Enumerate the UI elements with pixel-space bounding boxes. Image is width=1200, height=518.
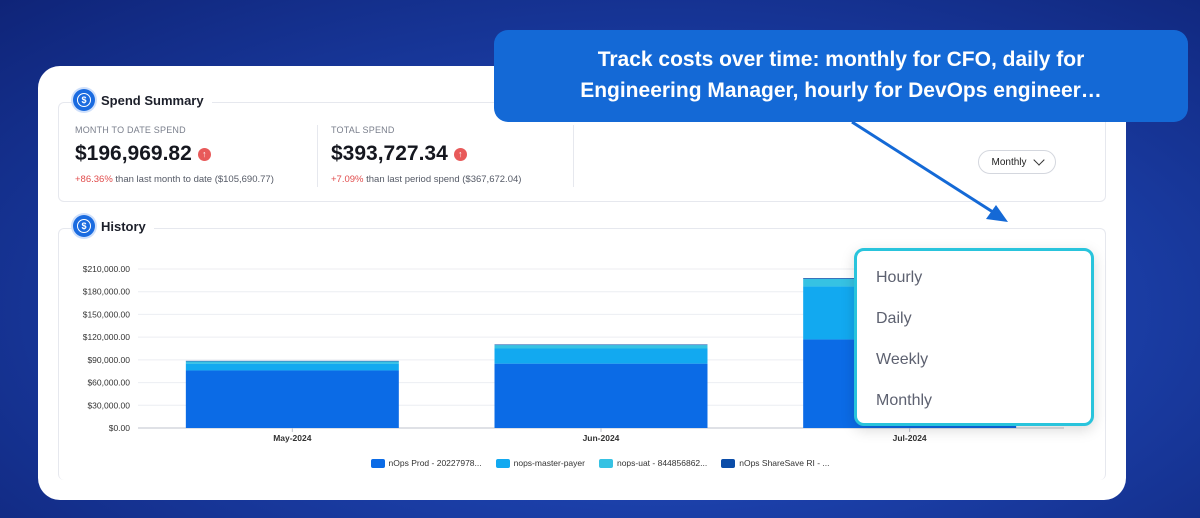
metric-delta-pct: +86.36%	[75, 174, 113, 185]
dollar-coin-icon: $	[73, 215, 95, 237]
spend-summary-panel: $ Spend Summary MONTH TO DATE SPEND $196…	[58, 89, 1106, 202]
menu-item-daily[interactable]: Daily	[876, 310, 912, 327]
legend-swatch	[721, 458, 736, 468]
menu-item-hourly[interactable]: Hourly	[876, 269, 923, 286]
legend-label: nOps ShareSave RI - ...	[739, 458, 830, 468]
dollar-coin-icon: $	[73, 89, 95, 111]
legend-label: nops-master-payer	[513, 458, 585, 468]
callout-line-1: Track costs over time: monthly for CFO, …	[597, 48, 1085, 71]
y-tick-label: $210,000.00	[83, 264, 131, 274]
bar-segment	[185, 370, 399, 428]
metric-value: $196,969.82	[75, 142, 192, 165]
bar-segment	[494, 345, 708, 349]
metric-delta-text: than last month to date ($105,690.77)	[112, 174, 274, 185]
metric-label: TOTAL SPEND	[331, 125, 395, 135]
legend-item[interactable]: nops-uat - 844856862...	[598, 458, 708, 468]
history-header: $ History	[73, 215, 154, 237]
bar-segment	[185, 363, 399, 371]
granularity-menu: Hourly Daily Weekly Monthly	[854, 248, 1094, 426]
bar-segment	[185, 360, 399, 362]
bar-segment	[494, 348, 708, 364]
arrow-up-icon: ↑	[197, 147, 211, 161]
legend-label: nOps Prod - 20227978...	[388, 458, 482, 468]
metric-delta-pct: +7.09%	[331, 174, 364, 185]
legend-swatch	[495, 458, 510, 468]
metric-delta: +7.09% than last period spend ($367,672.…	[331, 174, 521, 185]
menu-item-weekly[interactable]: Weekly	[876, 351, 929, 368]
spend-summary-title: Spend Summary	[101, 92, 204, 108]
divider	[573, 125, 574, 187]
arrow-up-icon: ↑	[453, 147, 467, 161]
spend-summary-header: $ Spend Summary	[73, 89, 212, 111]
bar-segment	[494, 344, 708, 346]
metric-delta-text: than last period spend ($367,672.04)	[363, 174, 522, 185]
x-tick-label: Jul-2024	[893, 433, 927, 443]
legend-swatch	[370, 458, 385, 468]
y-tick-label: $30,000.00	[87, 400, 130, 410]
y-tick-label: $180,000.00	[83, 287, 131, 297]
bar-segment	[494, 363, 708, 428]
history-title: History	[101, 218, 146, 234]
x-tick-label: Jun-2024	[583, 433, 620, 443]
metric-label: MONTH TO DATE SPEND	[75, 125, 186, 135]
chevron-down-icon	[1032, 154, 1045, 166]
month-to-date-metric: MONTH TO DATE SPEND $196,969.82 ↑ +86.36…	[75, 125, 274, 187]
y-tick-label: $90,000.00	[87, 355, 130, 365]
legend-label: nops-uat - 844856862...	[616, 458, 708, 468]
legend-item[interactable]: nOps Prod - 20227978...	[370, 458, 482, 468]
legend-item[interactable]: nops-master-payer	[495, 458, 585, 468]
divider	[317, 125, 318, 187]
total-spend-metric: TOTAL SPEND $393,727.34 ↑ +7.09% than la…	[331, 125, 521, 187]
chart-legend: nOps Prod - 20227978... nops-master-payer…	[0, 458, 1200, 468]
legend-item[interactable]: nOps ShareSave RI - ...	[721, 458, 829, 468]
granularity-value: Monthly	[991, 156, 1027, 168]
callout-line-2: Engineering Manager, hourly for DevOps e…	[580, 79, 1102, 102]
menu-item-monthly[interactable]: Monthly	[876, 392, 933, 409]
metric-value: $393,727.34	[331, 142, 448, 165]
history-panel: $ History	[58, 215, 1106, 480]
y-tick-label: $0.00	[109, 423, 131, 433]
x-tick-label: May-2024	[273, 433, 312, 443]
granularity-dropdown[interactable]: Monthly	[978, 150, 1056, 174]
y-tick-label: $150,000.00	[83, 309, 131, 319]
y-tick-label: $60,000.00	[87, 378, 130, 388]
callout-banner: Track costs over time: monthly for CFO, …	[494, 30, 1188, 122]
y-tick-label: $120,000.00	[83, 332, 131, 342]
metric-delta: +86.36% than last month to date ($105,69…	[75, 174, 274, 185]
legend-swatch	[598, 458, 613, 468]
bar-segment	[185, 361, 399, 364]
